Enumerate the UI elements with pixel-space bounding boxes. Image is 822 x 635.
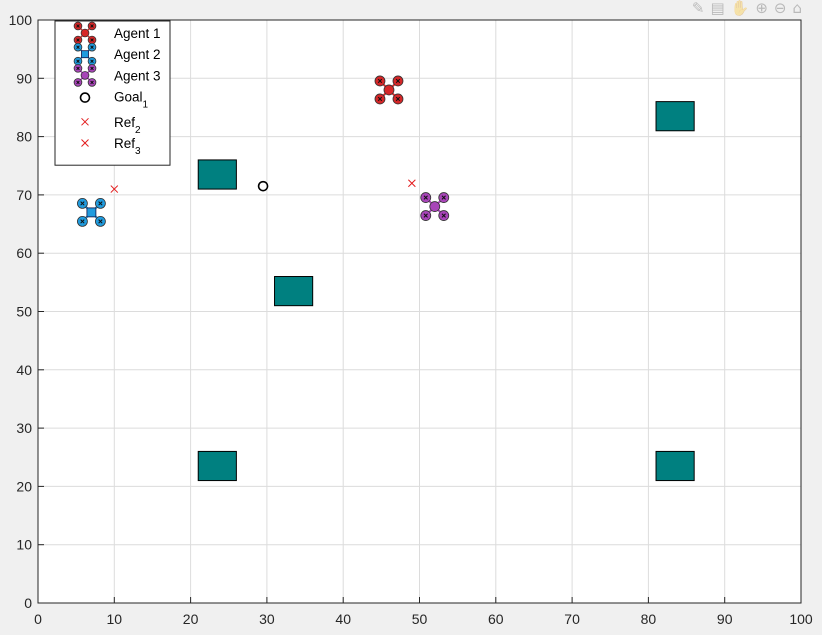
legend-label: Agent 1 — [114, 26, 161, 41]
x-stroke — [110, 185, 119, 193]
ref-marker[interactable] — [408, 179, 416, 188]
rotor-cross — [80, 219, 85, 224]
quad-body — [383, 84, 395, 96]
rotor-cross — [98, 219, 103, 224]
rotor-cross — [90, 66, 94, 71]
y-tick-label: 80 — [16, 129, 32, 145]
obstacles — [197, 101, 695, 482]
obstacle — [655, 101, 695, 132]
obstacle — [655, 450, 695, 482]
rotor-cross — [76, 38, 80, 42]
rotor-cross — [441, 195, 446, 200]
rotor-cross — [423, 213, 428, 218]
legend-box — [54, 20, 171, 166]
rotor-cross — [90, 24, 94, 28]
x-tick-label: 0 — [34, 611, 42, 627]
goal-marker[interactable] — [257, 180, 269, 192]
rotor-cross — [90, 80, 94, 85]
agent-marker[interactable] — [374, 75, 404, 105]
pan-icon[interactable]: ✋ — [730, 0, 750, 17]
brush-icon[interactable]: ✎ — [691, 0, 705, 17]
agent-marker[interactable] — [420, 192, 450, 221]
rotor-cross — [377, 78, 383, 84]
zoom-out-icon[interactable]: ⊖ — [773, 0, 787, 17]
data-points — [77, 75, 450, 227]
quad-body — [81, 50, 89, 59]
x-axis-ticks: 0 10 20 30 40 50 60 70 80 90 100 — [34, 597, 813, 627]
y-tick-label: 100 — [9, 12, 33, 28]
zoom-in-icon[interactable]: ⊕ — [755, 0, 768, 17]
rotor-cross — [423, 195, 428, 200]
data-tips-icon[interactable]: ▤ — [710, 0, 725, 17]
rotor-cross — [76, 66, 80, 71]
rotor-cross — [76, 80, 80, 85]
rotor-cross — [76, 45, 80, 49]
y-axis-ticks: 0 10 20 30 40 50 60 70 80 90 100 — [9, 12, 44, 611]
legend-label: Agent 2 — [114, 47, 161, 62]
x-stroke — [408, 179, 416, 188]
legend-ref-icon[interactable] — [81, 117, 89, 126]
obstacle — [197, 159, 237, 190]
y-tick-label: 0 — [24, 595, 32, 611]
rotor-cross — [90, 38, 94, 42]
y-tick-label: 40 — [16, 362, 32, 378]
y-tick-label: 30 — [16, 420, 32, 436]
home-icon[interactable]: ⌂ — [792, 0, 802, 17]
rotor-cross — [90, 59, 94, 63]
obstacle — [197, 450, 237, 482]
x-stroke — [81, 139, 89, 147]
agent-marker[interactable] — [77, 197, 106, 227]
quad-body — [80, 28, 90, 38]
y-tick-label: 10 — [16, 537, 32, 553]
rotor-cross — [395, 96, 401, 102]
rotor-cross — [90, 45, 94, 49]
rotor-cross — [441, 213, 446, 218]
y-tick-label: 90 — [16, 70, 32, 86]
legend-agent-icon[interactable] — [73, 21, 97, 45]
x-tick-label: 20 — [183, 611, 199, 627]
x-tick-label: 70 — [564, 611, 580, 627]
rotor-cross — [76, 59, 80, 63]
y-tick-label: 60 — [16, 245, 32, 261]
x-tick-label: 100 — [789, 611, 813, 627]
quad-body — [80, 71, 90, 80]
x-tick-label: 10 — [107, 611, 123, 627]
ref-marker[interactable] — [110, 185, 119, 193]
x-tick-label: 50 — [412, 611, 428, 627]
legend-agent-icon[interactable] — [73, 64, 97, 87]
x-tick-label: 90 — [717, 611, 733, 627]
x-tick-label: 80 — [641, 611, 657, 627]
rotor-cross — [98, 201, 103, 206]
legend-ref-icon[interactable] — [81, 139, 89, 147]
quad-body — [429, 201, 441, 212]
y-tick-label: 50 — [16, 304, 32, 320]
obstacle — [274, 276, 314, 307]
rotor-cross — [377, 96, 383, 102]
legend-agent-icon[interactable] — [73, 42, 97, 66]
x-tick-label: 30 — [259, 611, 275, 627]
x-stroke — [81, 117, 89, 126]
legend-label: Agent 3 — [114, 68, 161, 83]
axes-toolbar: ✎ ▤ ✋ ⊕ ⊖ ⌂ — [692, 0, 802, 18]
legend-goal-icon — [79, 92, 91, 103]
x-tick-label: 60 — [488, 611, 504, 627]
y-tick-label: 70 — [16, 187, 32, 203]
rotor-cross — [76, 24, 80, 28]
quad-body — [86, 207, 97, 218]
rotor-cross — [395, 78, 401, 84]
x-tick-label: 40 — [335, 611, 351, 627]
y-tick-label: 20 — [16, 478, 32, 494]
rotor-cross — [80, 201, 85, 206]
